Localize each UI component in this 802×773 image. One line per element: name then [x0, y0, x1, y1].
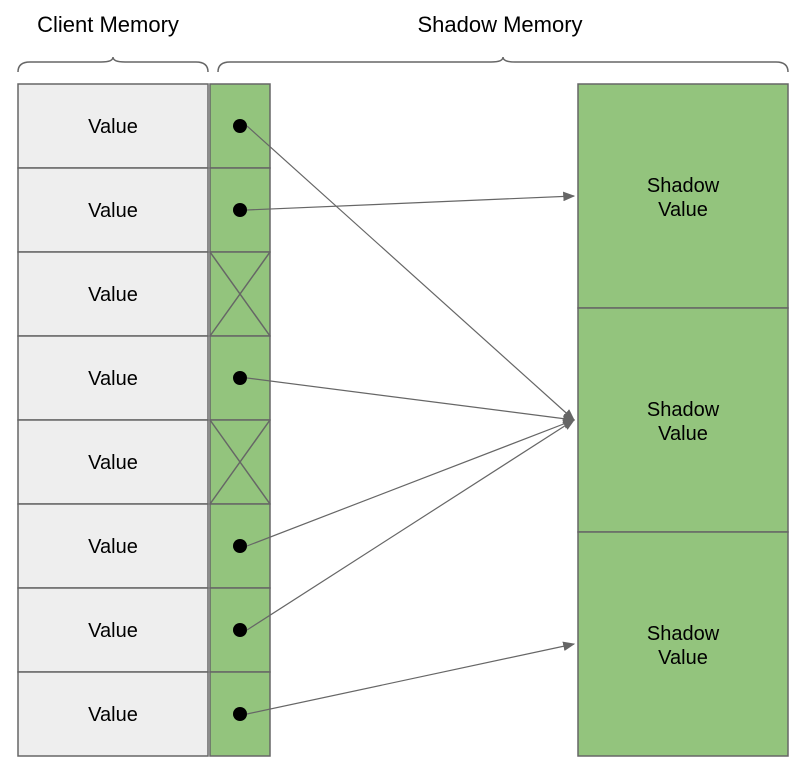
- shadow-cell-line1: Shadow: [647, 175, 720, 197]
- shadow-memory-title: Shadow Memory: [417, 12, 582, 37]
- pointer-dot-icon: [233, 371, 247, 385]
- bracket: [18, 57, 208, 72]
- pointer-arrow: [247, 126, 574, 420]
- pointer-arrow: [247, 420, 574, 546]
- shadow-cell-line1: Shadow: [647, 623, 720, 645]
- shadow-cell-line2: Value: [658, 647, 708, 669]
- pointer-arrow: [247, 196, 574, 210]
- pointer-dot-icon: [233, 539, 247, 553]
- client-memory-title: Client Memory: [37, 12, 179, 37]
- client-cell-label: Value: [88, 536, 138, 558]
- pointer-dot-icon: [233, 707, 247, 721]
- pointer-dot-icon: [233, 203, 247, 217]
- client-cell-label: Value: [88, 284, 138, 306]
- bracket: [218, 57, 788, 72]
- client-cell-label: Value: [88, 200, 138, 222]
- pointer-arrow: [247, 378, 574, 420]
- client-cell-label: Value: [88, 704, 138, 726]
- pointer-arrow: [247, 644, 574, 714]
- client-cell-label: Value: [88, 620, 138, 642]
- client-cell-label: Value: [88, 368, 138, 390]
- shadow-cell-line1: Shadow: [647, 399, 720, 421]
- shadow-cell-line2: Value: [658, 199, 708, 221]
- pointer-arrow: [247, 420, 574, 630]
- shadow-cell-line2: Value: [658, 423, 708, 445]
- pointer-dot-icon: [233, 623, 247, 637]
- client-cell-label: Value: [88, 116, 138, 138]
- pointer-dot-icon: [233, 119, 247, 133]
- diagram-canvas: Client Memory Shadow Memory Value Value Valu…: [0, 0, 802, 773]
- client-cell-label: Value: [88, 452, 138, 474]
